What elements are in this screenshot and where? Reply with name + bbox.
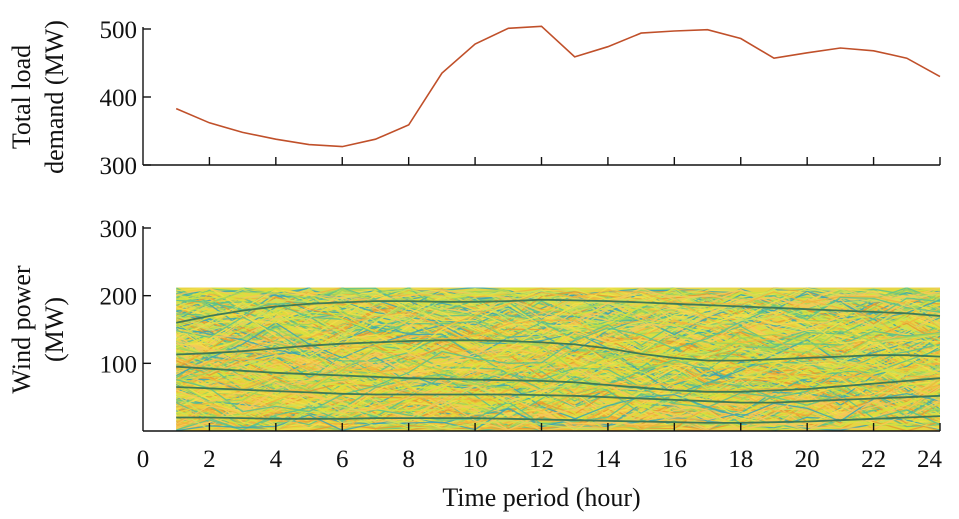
wind-scenario-line bbox=[176, 287, 941, 337]
wind-x-tick-label: 8 bbox=[402, 446, 415, 473]
wind-y-tick-label: 300 bbox=[100, 216, 138, 243]
wind-scenario-line bbox=[176, 296, 941, 413]
wind-y-tick-label: 100 bbox=[100, 351, 138, 378]
wind-x-tick-label: 12 bbox=[529, 446, 554, 473]
wind-scenario-line bbox=[176, 325, 941, 422]
wind-scenario-line bbox=[176, 297, 941, 337]
wind-x-tick-label: 4 bbox=[270, 446, 283, 473]
wind-x-tick-label: 20 bbox=[795, 446, 820, 473]
wind-x-tick-label: 14 bbox=[595, 446, 621, 473]
wind-representative-lines bbox=[176, 298, 941, 424]
wind-scenario-line bbox=[176, 287, 941, 337]
wind-x-tick-label: 0 bbox=[137, 446, 150, 473]
load-y-tick-label: 500 bbox=[100, 17, 138, 44]
wind-y-tick-label: 200 bbox=[100, 284, 138, 311]
wind-scenario-line bbox=[176, 321, 941, 431]
wind-series-line-5 bbox=[176, 415, 941, 424]
load-x-ticks bbox=[208, 157, 941, 165]
wind-scenario-line bbox=[176, 354, 941, 430]
load-y-tick-label: 400 bbox=[100, 85, 138, 112]
wind-scenario-line bbox=[176, 349, 941, 427]
wind-scenario-line bbox=[176, 368, 941, 431]
wind-x-tick-label: 2 bbox=[203, 446, 216, 473]
wind-scenario-line bbox=[176, 333, 941, 404]
wind-scenario-line bbox=[176, 287, 941, 337]
wind-scenario-line bbox=[176, 291, 941, 382]
wind-scenario-line bbox=[176, 339, 941, 428]
wind-scenario-line bbox=[176, 329, 941, 431]
x-axis-label: Time period (hour) bbox=[442, 483, 640, 512]
wind-scenario-line bbox=[176, 349, 941, 431]
wind-scenario-line bbox=[176, 289, 941, 329]
wind-series-line-3 bbox=[176, 365, 941, 393]
wind-scenario-line bbox=[176, 319, 941, 402]
wind-x-tick-label: 18 bbox=[728, 446, 753, 473]
wind-scenarios-band bbox=[176, 287, 941, 431]
wind-series-line-4 bbox=[176, 386, 941, 404]
wind-scenario-line bbox=[176, 334, 941, 431]
wind-x-tick-label: 10 bbox=[463, 446, 488, 473]
wind-scenario-line bbox=[176, 287, 941, 327]
wind-y-axis-label-line1: Wind power bbox=[7, 265, 36, 394]
load-y-tick-label: 300 bbox=[100, 153, 138, 180]
wind-scenario-line bbox=[176, 288, 941, 387]
wind-x-tick-label: 16 bbox=[662, 446, 687, 473]
wind-x-tick-label: 6 bbox=[336, 446, 349, 473]
load-y-axis-label-line2: demand (MW) bbox=[40, 20, 69, 174]
wind-series-line-2 bbox=[176, 339, 941, 362]
wind-scenario-line bbox=[176, 287, 941, 352]
wind-scenario-line bbox=[176, 393, 941, 431]
load-demand-panel: 300 400 500 Total load demand (MW) bbox=[7, 17, 941, 180]
wind-series-line-1 bbox=[176, 298, 941, 324]
wind-y-axis-label-line2: (MW) bbox=[40, 297, 69, 362]
load-y-ticks: 300 400 500 bbox=[100, 17, 151, 180]
wind-x-ticks: 0 2 4 6 8 10 12 14 16 18 20 22 24 bbox=[137, 423, 943, 473]
wind-scenario-line bbox=[176, 290, 941, 372]
load-y-axis-label-line1: Total load bbox=[7, 45, 36, 149]
wind-scenario-line bbox=[176, 287, 941, 338]
wind-y-ticks: 100 200 300 bbox=[100, 216, 151, 378]
wind-scenario-line bbox=[176, 332, 941, 414]
wind-x-tick-label: 24 bbox=[917, 446, 943, 473]
load-demand-line bbox=[175, 25, 941, 148]
wind-scenario-line bbox=[176, 358, 941, 431]
wind-x-tick-label: 22 bbox=[861, 446, 886, 473]
